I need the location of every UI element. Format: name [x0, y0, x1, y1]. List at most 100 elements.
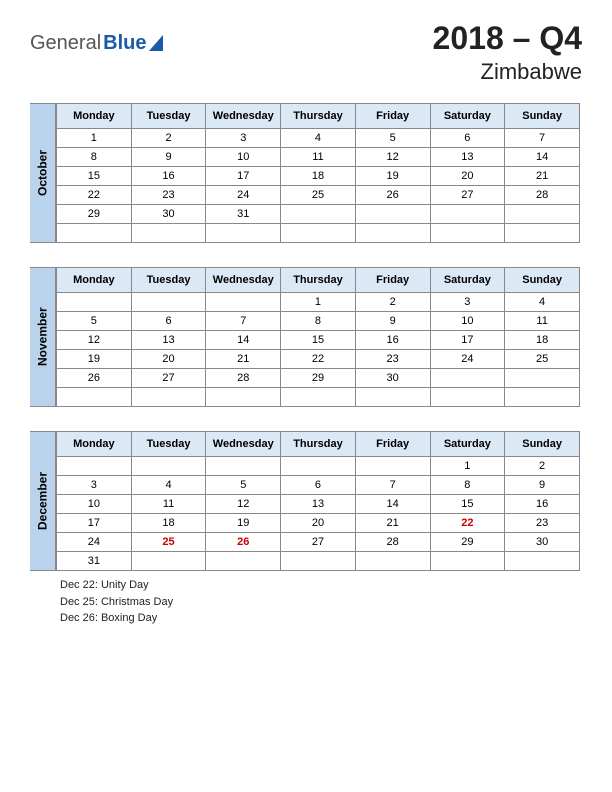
month-wrap: OctoberMondayTuesdayWednesdayThursdayFri… [30, 103, 582, 243]
calendar-cell: 9 [505, 476, 580, 495]
calendar-cell: 1 [430, 457, 505, 476]
calendar-cell: 20 [430, 167, 505, 186]
calendar-cell: 4 [281, 129, 356, 148]
calendar-cell: 5 [57, 312, 132, 331]
calendar-cell: 16 [505, 495, 580, 514]
calendar-cell: 6 [430, 129, 505, 148]
calendar-cell [281, 457, 356, 476]
holidays-list: Dec 22: Unity DayDec 25: Christmas DayDe… [60, 577, 582, 627]
calendar-cell: 2 [131, 129, 206, 148]
calendar-cell [206, 457, 281, 476]
day-header: Thursday [281, 268, 356, 293]
calendar-cell [430, 205, 505, 224]
calendar-row: 22232425262728 [57, 186, 580, 205]
calendar-cell: 3 [57, 476, 132, 495]
calendar-cell: 18 [505, 331, 580, 350]
calendar-cell: 19 [206, 514, 281, 533]
month-wrap: DecemberMondayTuesdayWednesdayThursdayFr… [30, 431, 582, 571]
calendar-cell: 19 [355, 167, 430, 186]
holiday-entry: Dec 26: Boxing Day [60, 610, 582, 627]
calendar-cell [430, 552, 505, 571]
calendar-cell [206, 388, 281, 407]
month-block: OctoberMondayTuesdayWednesdayThursdayFri… [30, 103, 582, 243]
calendar-cell: 24 [430, 350, 505, 369]
calendar-row: 10111213141516 [57, 495, 580, 514]
day-header: Sunday [505, 104, 580, 129]
calendar-row: 3456789 [57, 476, 580, 495]
calendar-cell [505, 224, 580, 243]
day-header: Sunday [505, 432, 580, 457]
calendar-row: 12131415161718 [57, 331, 580, 350]
day-header: Saturday [430, 104, 505, 129]
day-header: Monday [57, 104, 132, 129]
day-header: Monday [57, 268, 132, 293]
calendar-cell: 8 [430, 476, 505, 495]
calendar-cell: 14 [206, 331, 281, 350]
calendar-cell: 31 [57, 552, 132, 571]
calendar-cell: 1 [281, 293, 356, 312]
holiday-entry: Dec 25: Christmas Day [60, 594, 582, 611]
calendar-cell: 20 [281, 514, 356, 533]
calendar-cell: 25 [131, 533, 206, 552]
calendar-cell: 25 [281, 186, 356, 205]
header: General Blue 2018 – Q4 Zimbabwe [30, 20, 582, 85]
calendar-cell: 10 [206, 148, 281, 167]
calendar-row: 12 [57, 457, 580, 476]
day-header: Sunday [505, 268, 580, 293]
calendar-cell [505, 369, 580, 388]
calendar-cell [430, 388, 505, 407]
month-block: NovemberMondayTuesdayWednesdayThursdayFr… [30, 267, 582, 407]
month-block: DecemberMondayTuesdayWednesdayThursdayFr… [30, 431, 582, 627]
calendar-row: 2627282930 [57, 369, 580, 388]
day-header: Saturday [430, 432, 505, 457]
calendar-cell: 28 [206, 369, 281, 388]
calendar-cell [206, 293, 281, 312]
calendar-cell [131, 388, 206, 407]
calendar-cell: 13 [131, 331, 206, 350]
day-header: Wednesday [206, 268, 281, 293]
calendar-cell: 29 [57, 205, 132, 224]
calendar-cell [206, 224, 281, 243]
calendar-row: 19202122232425 [57, 350, 580, 369]
logo-text-general: General [30, 32, 101, 55]
calendar-row [57, 388, 580, 407]
calendar-cell: 5 [206, 476, 281, 495]
calendar-cell: 7 [355, 476, 430, 495]
calendar-cell: 5 [355, 129, 430, 148]
calendar-cell: 14 [355, 495, 430, 514]
day-header: Saturday [430, 268, 505, 293]
calendar-cell: 3 [206, 129, 281, 148]
calendar-cell: 19 [57, 350, 132, 369]
calendar-row: 17181920212223 [57, 514, 580, 533]
day-header: Wednesday [206, 104, 281, 129]
calendar-cell [57, 388, 132, 407]
calendar-cell [281, 205, 356, 224]
day-header: Wednesday [206, 432, 281, 457]
calendar-cell: 17 [206, 167, 281, 186]
calendar-cell: 21 [505, 167, 580, 186]
calendar-cell: 10 [57, 495, 132, 514]
calendar-cell: 4 [505, 293, 580, 312]
calendar-cell: 7 [206, 312, 281, 331]
calendar-row: 567891011 [57, 312, 580, 331]
title-main: 2018 – Q4 [433, 20, 582, 57]
calendar-row: 24252627282930 [57, 533, 580, 552]
calendar-cell: 4 [131, 476, 206, 495]
calendar-cell: 9 [131, 148, 206, 167]
logo-text-blue: Blue [103, 32, 146, 55]
calendar-cell [57, 457, 132, 476]
calendar-cell: 27 [430, 186, 505, 205]
calendar-row: 293031 [57, 205, 580, 224]
calendar-cell: 11 [281, 148, 356, 167]
calendar-cell: 29 [281, 369, 356, 388]
calendar-cell [57, 293, 132, 312]
calendar-table: MondayTuesdayWednesdayThursdayFridaySatu… [56, 103, 580, 243]
calendar-cell: 2 [355, 293, 430, 312]
calendar-cell [281, 224, 356, 243]
calendar-row: 15161718192021 [57, 167, 580, 186]
calendar-cell: 23 [355, 350, 430, 369]
calendar-cell: 12 [57, 331, 132, 350]
calendar-cell: 29 [430, 533, 505, 552]
month-wrap: NovemberMondayTuesdayWednesdayThursdayFr… [30, 267, 582, 407]
calendar-cell: 1 [57, 129, 132, 148]
